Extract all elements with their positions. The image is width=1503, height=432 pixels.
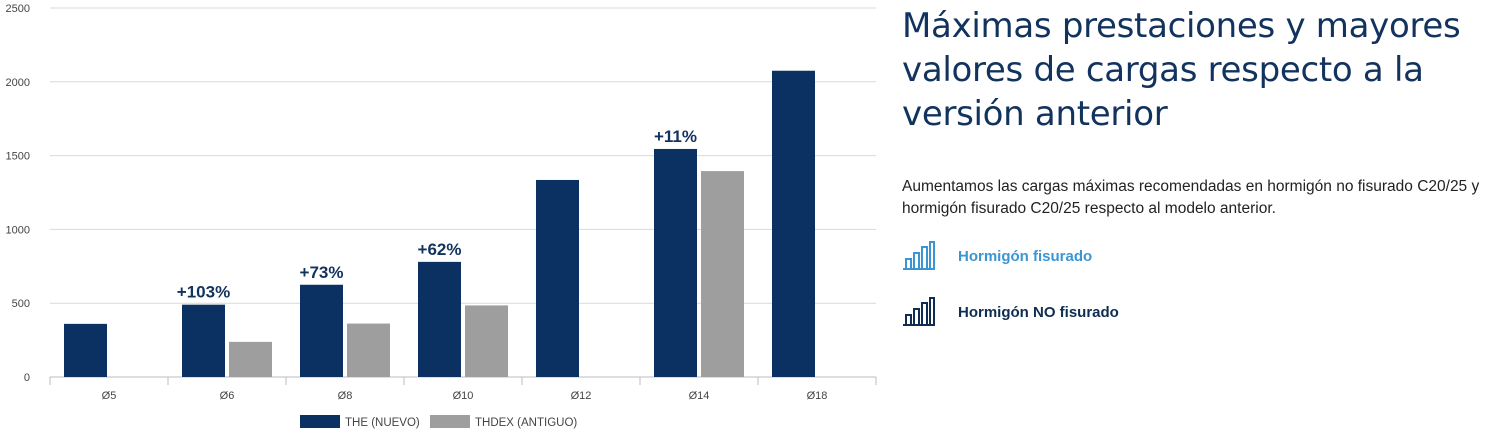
x-tick-label: Ø18: [807, 390, 828, 402]
bar: [772, 70, 815, 377]
headline: Máximas prestaciones y mayores valores d…: [902, 4, 1500, 136]
legend-label: THDEX (ANTIGUO): [475, 417, 577, 429]
headline-line-1: Máximas prestaciones y mayores: [902, 6, 1461, 46]
bar-chart-icon: [903, 297, 935, 326]
legend-swatch: [300, 415, 340, 428]
data-label: +73%: [300, 263, 344, 282]
y-tick-label: 1500: [6, 151, 30, 163]
x-tick-label: Ø12: [571, 390, 592, 402]
bar: [64, 323, 107, 377]
legend-item-no-fisurado: Hormigón NO fisurado: [902, 297, 1119, 327]
bar-chart-icon: [903, 241, 935, 270]
data-label: +62%: [418, 240, 462, 259]
description-line-2: hormigón fisurado C20/25 respecto al mod…: [902, 200, 1276, 217]
x-tick-label: Ø6: [220, 390, 235, 402]
bar: [347, 323, 390, 377]
bar: [654, 148, 697, 377]
y-tick-label: 2000: [6, 77, 30, 89]
description: Aumentamos las cargas máximas recomendad…: [902, 176, 1502, 220]
x-tick-label: Ø14: [689, 390, 710, 402]
headline-line-2: valores de cargas respecto a la: [902, 50, 1424, 90]
data-label: +11%: [654, 127, 697, 146]
legend-label-no-fisurado: Hormigón NO fisurado: [958, 303, 1119, 321]
bar: [418, 261, 461, 377]
legend-swatch: [430, 415, 470, 428]
headline-line-3: versión anterior: [902, 94, 1168, 134]
bar-chart: 0 500 1000 1500 2000 2500 Ø5 Ø6 Ø8 Ø10 Ø12 Ø14 Ø18 +1…: [6, 3, 877, 429]
bar: [701, 171, 744, 377]
bar: [182, 304, 225, 377]
legend-label: THE (NUEVO): [345, 417, 420, 429]
x-tick-label: Ø5: [102, 390, 117, 402]
y-tick-label: 1000: [6, 224, 30, 236]
bar: [536, 179, 579, 377]
x-tick-label: Ø10: [453, 390, 474, 402]
legend-item-fisurado: Hormigón fisurado: [902, 241, 1092, 271]
bar: [465, 305, 508, 377]
info-panel: Máximas prestaciones y mayores valores d…: [902, 0, 1500, 326]
y-tick-label: 0: [24, 372, 30, 384]
y-tick-label: 500: [12, 298, 30, 310]
bar: [229, 341, 272, 377]
legend-label-fisurado: Hormigón fisurado: [958, 247, 1093, 265]
data-label: +103%: [177, 283, 230, 302]
x-tick-label: Ø8: [338, 390, 353, 402]
description-line-1: Aumentamos las cargas máximas recomendad…: [902, 178, 1480, 195]
bar: [300, 284, 343, 377]
y-tick-label: 2500: [6, 3, 30, 15]
